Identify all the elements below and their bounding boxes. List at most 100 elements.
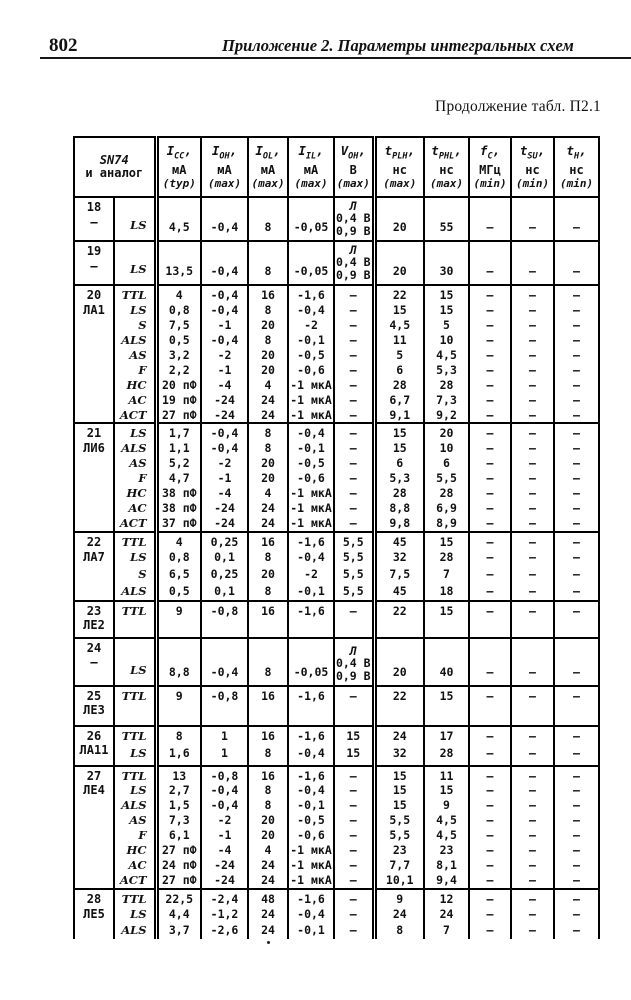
- cell-ioh: -2: [200, 456, 249, 472]
- cell-voh: –: [333, 783, 375, 799]
- cell-fc: –: [468, 566, 512, 584]
- series-type-label: TTL: [112, 887, 157, 907]
- cell-ioh: -24: [200, 873, 249, 889]
- cell-tsu: –: [510, 599, 555, 638]
- cell-tplh: 15: [371, 764, 425, 784]
- table-row: LS 2,7 -0,4 8 -0,4–15 15– – –: [74, 783, 600, 799]
- cell-voh: 5,5: [333, 566, 375, 584]
- cell-th: –: [553, 347, 600, 363]
- series-type-label: S: [112, 566, 157, 584]
- series-type-label: F: [112, 828, 157, 844]
- cell-tplh: 5,5: [371, 828, 425, 844]
- cell-tphl: 18: [423, 583, 470, 601]
- cell-ioh: 0,25: [200, 566, 249, 584]
- cell-tplh: 5,3: [371, 471, 425, 487]
- cell-icc: 4,7: [153, 471, 202, 487]
- cell-ioh: -0,8: [200, 599, 249, 638]
- cell-icc: 38 пФ: [153, 486, 202, 502]
- cell-tplh: 15: [371, 798, 425, 814]
- cell-iil: -1 мкА: [287, 486, 335, 502]
- cell-icc: 1,7: [153, 422, 202, 442]
- column-header-tphl: tPHL, нс (max): [423, 137, 470, 198]
- cell-iil: -2: [287, 566, 335, 584]
- series-type-label: TTL: [112, 764, 157, 784]
- cell-tsu: –: [510, 471, 555, 487]
- cell-icc: 7,5: [153, 317, 202, 333]
- cell-iil: -1 мкА: [287, 843, 335, 859]
- cell-tplh: 15: [371, 302, 425, 318]
- cell-iil: -1 мкА: [287, 873, 335, 889]
- column-header-tsu: tSU, нс (min): [510, 137, 555, 198]
- cell-tphl: 15: [423, 302, 470, 318]
- cell-iil: -0,4: [287, 745, 335, 766]
- cell-voh: –: [333, 332, 375, 348]
- cell-iol: 8: [247, 783, 289, 799]
- cell-ioh: -1: [200, 471, 249, 487]
- device-id-cell: 18–: [74, 196, 114, 241]
- cell-tplh: 6: [371, 456, 425, 472]
- cell-iil: -0,6: [287, 362, 335, 378]
- series-type-label: HC: [112, 377, 157, 393]
- cell-ioh: -0,4: [200, 196, 249, 241]
- cell-th: –: [553, 441, 600, 457]
- cell-tsu: –: [510, 798, 555, 814]
- cell-tsu: –: [510, 422, 555, 442]
- cell-th: –: [553, 783, 600, 799]
- series-type-label: LS: [112, 422, 157, 442]
- cell-tplh: 22: [371, 284, 425, 303]
- cell-fc: –: [468, 471, 512, 487]
- cell-fc: –: [468, 392, 512, 408]
- cell-ioh: -0,8: [200, 684, 249, 726]
- voh-value-line: 0,4 В: [335, 255, 371, 269]
- cell-fc: –: [468, 456, 512, 472]
- table-row: S 6,5 0,25 20 -2 5,5 7,5 7– – –: [74, 566, 600, 584]
- cell-tsu: –: [510, 745, 555, 766]
- cell-th: –: [553, 873, 600, 889]
- cell-tplh: 10,1: [371, 873, 425, 889]
- series-type-label: AC: [112, 501, 157, 517]
- cell-icc: 20 пФ: [153, 377, 202, 393]
- cell-tsu: –: [510, 549, 555, 567]
- cell-th: –: [553, 828, 600, 844]
- cell-ioh: -24: [200, 501, 249, 517]
- device-analog-name: –: [90, 655, 98, 670]
- cell-tphl: 12: [423, 887, 470, 907]
- cell-fc: –: [468, 858, 512, 874]
- cell-tsu: –: [510, 302, 555, 318]
- cell-iil: -1 мкА: [287, 392, 335, 408]
- cell-iil: -0,6: [287, 471, 335, 487]
- cell-voh: 15: [333, 745, 375, 766]
- cell-tplh: 9: [371, 887, 425, 907]
- cell-tsu: –: [510, 501, 555, 517]
- cell-th: –: [553, 684, 600, 726]
- cell-th: –: [553, 196, 600, 241]
- cell-voh: –: [333, 922, 375, 939]
- cell-tphl: 9,4: [423, 873, 470, 889]
- cell-tphl: 28: [423, 549, 470, 567]
- cell-tphl: 15: [423, 599, 470, 638]
- cell-voh: –: [333, 486, 375, 502]
- table-row: 18– LS 4,5 -0,4 8 -0,05 Л 0,4 В 0,9 В 20 55– – –: [74, 196, 600, 241]
- cell-iol: 20: [247, 362, 289, 378]
- cell-fc: –: [468, 828, 512, 844]
- cell-tplh: 24: [371, 724, 425, 746]
- cell-ioh: -2: [200, 347, 249, 363]
- table-row: 24– LS 8,8 -0,4 8 -0,05 Л 0,4 В 0,9 В 20 40– – –: [74, 636, 600, 686]
- series-type-label: AC: [112, 392, 157, 408]
- device-number: 19: [86, 244, 102, 258]
- cell-iol: 8: [247, 240, 289, 285]
- cell-tphl: 10: [423, 332, 470, 348]
- cell-ioh: -24: [200, 407, 249, 424]
- cell-th: –: [553, 549, 600, 567]
- cell-tphl: 4,5: [423, 828, 470, 844]
- cell-tphl: 5,5: [423, 471, 470, 487]
- cell-ioh: -0,4: [200, 783, 249, 799]
- column-header-iil: IIL, мА (max): [287, 137, 335, 198]
- cell-th: –: [553, 284, 600, 303]
- column-header-iol: IOL, мА (max): [247, 137, 289, 198]
- cell-ioh: -1: [200, 317, 249, 333]
- cell-icc: 4: [153, 284, 202, 303]
- cell-th: –: [553, 530, 600, 550]
- running-header: Приложение 2. Параметры интегральных схе…: [222, 36, 574, 55]
- cell-voh: –: [333, 392, 375, 408]
